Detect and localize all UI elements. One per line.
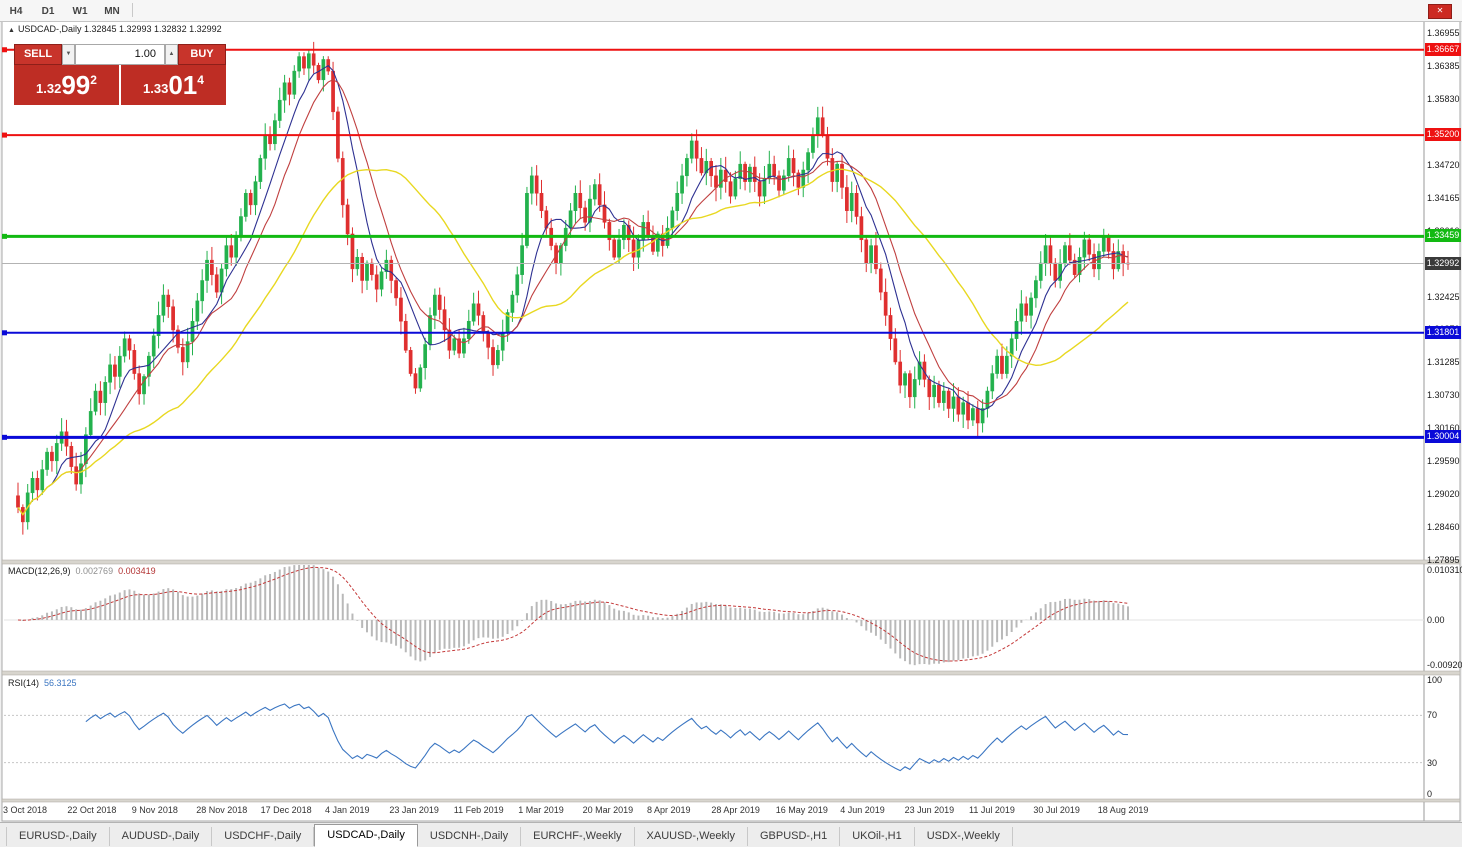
macd-indicator-label: MACD(12,26,9) 0.002769 0.003419 — [8, 566, 156, 576]
price-axis-label: 1.36955 — [1427, 28, 1460, 38]
price-axis-label: 1.30730 — [1427, 390, 1460, 401]
timeframe-toolbar: H4 D1 W1 MN ✕ — [0, 0, 1462, 22]
volume-input[interactable]: 1.00 — [75, 44, 165, 65]
chart-tab-usdcnh-daily[interactable]: USDCNH-,Daily — [418, 827, 522, 846]
time-axis-label: 3 Oct 2018 — [3, 805, 48, 815]
rsi-axis-label: 0 — [1427, 789, 1433, 799]
timeframe-button-d1[interactable]: D1 — [41, 6, 55, 17]
time-axis-label: 28 Nov 2018 — [196, 805, 248, 815]
buy-price-panel[interactable]: 1.33 01 4 — [121, 65, 226, 105]
hline-price-badge: 1.30004 — [1425, 430, 1461, 444]
buy-button[interactable]: BUY — [178, 44, 226, 65]
sell-button[interactable]: SELL — [14, 44, 62, 65]
hline-price-badge: 1.36667 — [1425, 42, 1461, 56]
time-axis-label: 20 Mar 2019 — [582, 805, 634, 815]
price-panel-divider — [119, 65, 121, 105]
hline-price-badge: 1.33459 — [1425, 229, 1461, 243]
close-icon[interactable]: ✕ — [1428, 4, 1452, 19]
chart-tab-usdx-weekly[interactable]: USDX-,Weekly — [915, 827, 1013, 846]
time-axis-label: 9 Nov 2018 — [131, 805, 178, 815]
price-axis-label: 1.31285 — [1427, 357, 1460, 368]
volume-increase-button[interactable]: ▲ — [165, 44, 178, 65]
time-axis-label: 17 Dec 2018 — [260, 805, 312, 815]
time-axis-label: 23 Jun 2019 — [904, 805, 955, 815]
chart-title: ▲ USDCAD-,Daily 1.32845 1.32993 1.32832 1… — [8, 24, 222, 34]
time-axis-label: 16 May 2019 — [775, 805, 828, 815]
rsi-axis-label: 30 — [1427, 757, 1438, 768]
sell-price-panel[interactable]: 1.32 99 2 — [14, 65, 119, 105]
price-axis-label: 1.28460 — [1427, 522, 1460, 533]
time-axis-label: 28 Apr 2019 — [711, 805, 760, 815]
macd-signal-value: 0.003419 — [118, 566, 156, 576]
time-axis-label: 23 Jan 2019 — [389, 805, 439, 815]
price-axis-label: 1.32425 — [1427, 291, 1460, 302]
price-axis-label: 1.34165 — [1427, 192, 1460, 203]
chart-tab-eurusd-daily[interactable]: EURUSD-,Daily — [6, 827, 110, 846]
chart-tab-gbpusd-h1[interactable]: GBPUSD-,H1 — [748, 827, 841, 846]
price-axis-label: 1.35830 — [1427, 93, 1460, 104]
buy-price-big: 01 — [168, 70, 198, 100]
rsi-name: RSI(14) — [8, 678, 40, 688]
hline-price-badge: 1.35200 — [1425, 128, 1461, 142]
time-axis-label: 18 Aug 2019 — [1097, 805, 1149, 815]
rsi-axis-label: 70 — [1427, 710, 1438, 721]
time-axis-label: 4 Jan 2019 — [325, 805, 370, 815]
timeframe-button-h4[interactable]: H4 — [9, 6, 23, 17]
time-axis-label: 4 Jun 2019 — [840, 805, 885, 815]
price-axis-label: 1.34720 — [1427, 159, 1460, 170]
chart-tab-usdchf-daily[interactable]: USDCHF-,Daily — [212, 827, 315, 846]
one-click-trading-panel: SELL ▼ 1.00 ▲ BUY 1.32 99 2 1.33 01 4 — [14, 44, 226, 105]
chart-tab-bar: EURUSD-,Daily AUDUSD-,Daily USDCHF-,Daily U… — [0, 822, 1462, 847]
time-axis-label: 8 Apr 2019 — [647, 805, 691, 815]
macd-axis-label: 0.010310 — [1427, 564, 1462, 575]
current-price-badge: 1.32992 — [1425, 256, 1461, 270]
chart-tab-xauusd-weekly[interactable]: XAUUSD-,Weekly — [635, 827, 748, 846]
price-axis-label: 1.29020 — [1427, 489, 1460, 500]
macd-name: MACD(12,26,9) — [8, 566, 71, 576]
price-axis-label: 1.27895 — [1427, 555, 1460, 565]
timeframe-button-w1[interactable]: W1 — [72, 6, 88, 17]
chart-tab-audusd-daily[interactable]: AUDUSD-,Daily — [110, 827, 213, 846]
chart-symbol-label: USDCAD-,Daily — [17, 24, 82, 34]
rsi-value: 56.3125 — [44, 678, 77, 688]
sell-price-sup: 2 — [90, 73, 97, 87]
time-axis-label: 1 Mar 2019 — [518, 805, 564, 815]
macd-main-value: 0.002769 — [75, 566, 114, 576]
price-axis-label: 1.29590 — [1427, 456, 1460, 467]
chart-tab-usdcad-daily[interactable]: USDCAD-,Daily — [314, 824, 418, 847]
sell-price-small: 1.32 — [36, 80, 62, 96]
time-axis-label: 11 Feb 2019 — [453, 805, 504, 815]
macd-axis-label: 0.00 — [1427, 615, 1445, 625]
sell-price-big: 99 — [61, 70, 91, 100]
chart-tab-eurchf-weekly[interactable]: EURCHF-,Weekly — [521, 827, 635, 846]
time-axis-label: 22 Oct 2018 — [67, 805, 117, 815]
timeframe-button-mn[interactable]: MN — [104, 6, 120, 17]
price-axis-label: 1.30160 — [1427, 423, 1460, 434]
chart-tab-ukoil-h1[interactable]: UKOil-,H1 — [840, 827, 915, 846]
time-axis-label: 11 Jul 2019 — [969, 805, 1015, 815]
rsi-indicator-label: RSI(14) 56.3125 — [8, 678, 77, 688]
buy-price-small: 1.33 — [143, 80, 169, 96]
time-axis-label: 30 Jul 2019 — [1033, 805, 1080, 815]
price-axis-label: 1.36385 — [1427, 60, 1460, 71]
rsi-axis-label: 100 — [1427, 675, 1443, 685]
collapse-arrow-icon: ▲ — [8, 27, 15, 34]
hline-price-badge: 1.31801 — [1425, 325, 1461, 339]
chart-ohlc-values: 1.32845 1.32993 1.32832 1.32992 — [83, 24, 222, 34]
macd-axis-label: -0.009203 — [1427, 659, 1462, 670]
buy-price-sup: 4 — [197, 73, 204, 87]
volume-decrease-button[interactable]: ▼ — [62, 44, 75, 65]
toolbar-divider — [132, 3, 133, 17]
